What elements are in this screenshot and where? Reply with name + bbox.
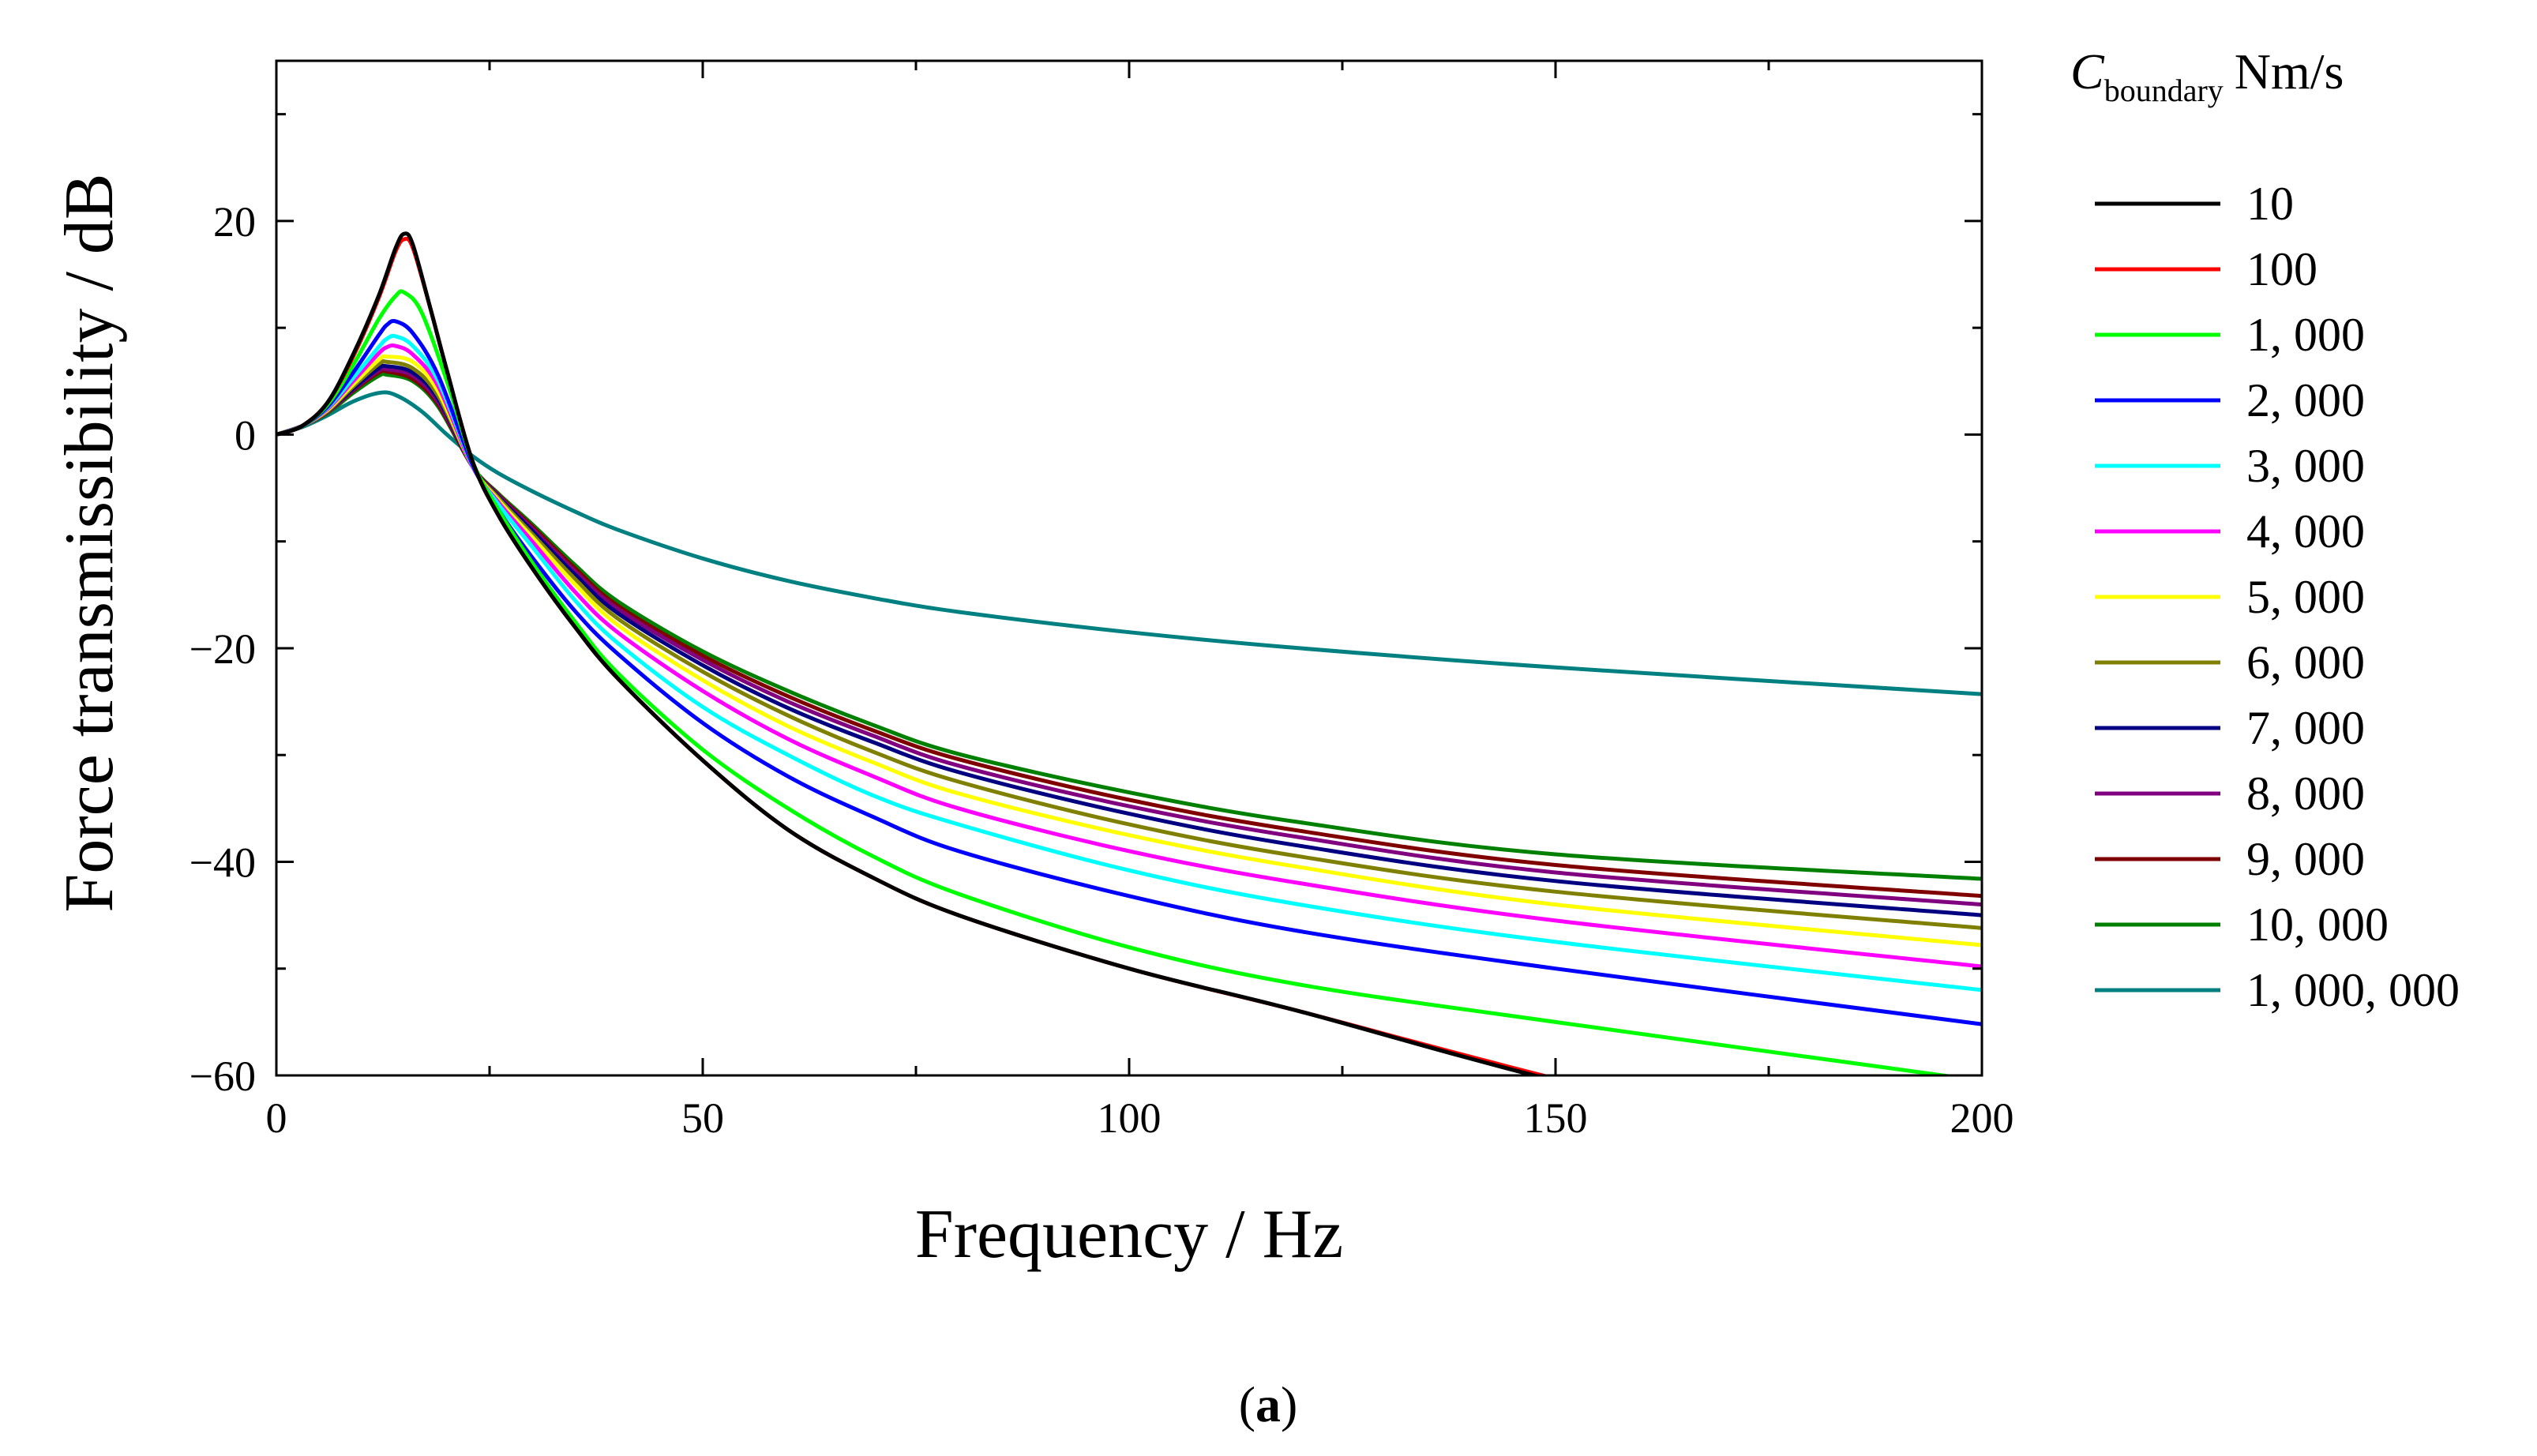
- caption-close: ): [1281, 1376, 1297, 1432]
- y-tick-label: 20: [213, 198, 256, 246]
- legend: Cboundary Nm/s 10 100 1, 000 2, 000 3, 000 4, …: [2070, 43, 2460, 1016]
- y-tick-label: 0: [235, 411, 256, 459]
- series-line-3: [276, 289, 1957, 1075]
- x-tick-label: 200: [1950, 1094, 2014, 1142]
- x-tick-label: 0: [266, 1094, 287, 1142]
- series-line-7: [276, 354, 1982, 948]
- series-line-13: [276, 390, 1982, 696]
- caption-letter: a: [1255, 1376, 1281, 1432]
- x-tick-label: 50: [681, 1094, 724, 1142]
- legend-label: 10, 000: [2246, 899, 2389, 951]
- legend-label: 9, 000: [2246, 833, 2365, 885]
- legend-title-sub: boundary: [2104, 73, 2224, 108]
- series-line-6: [276, 343, 1982, 969]
- y-axis-title: Force transmissibility / dB: [51, 173, 128, 912]
- legend-label: 3, 000: [2246, 440, 2365, 492]
- x-axis-title: Frequency / Hz: [915, 1196, 1343, 1273]
- legend-label: 100: [2246, 243, 2317, 295]
- x-tick-label: 150: [1524, 1094, 1588, 1142]
- legend-label: 4, 000: [2246, 505, 2365, 557]
- legend-label: 2, 000: [2246, 374, 2365, 426]
- plot-lines: [276, 231, 1982, 1075]
- legend-label: 6, 000: [2246, 636, 2365, 689]
- legend-title: Cboundary Nm/s: [2070, 43, 2344, 108]
- series-line-8: [276, 359, 1982, 930]
- series-line-12: [276, 372, 1982, 881]
- legend-title-unit: Nm/s: [2235, 43, 2344, 99]
- legend-items: 10 100 1, 000 2, 000 3, 000 4, 000 5, 000 6, 00…: [2095, 178, 2460, 1016]
- legend-label: 1, 000, 000: [2246, 964, 2460, 1016]
- legend-label: 8, 000: [2246, 767, 2365, 820]
- y-tick-label: −60: [190, 1053, 256, 1100]
- legend-label: 10: [2246, 178, 2294, 230]
- series-line-9: [276, 363, 1982, 918]
- figure-caption: (a): [1239, 1376, 1298, 1432]
- axis-tick-labels: 0 50 100 150 200 −60 −40 −20 0 20: [190, 198, 2014, 1142]
- legend-title-main: C: [2070, 43, 2105, 99]
- series-line-4: [276, 318, 1982, 1026]
- series-line-2: [276, 236, 1551, 1075]
- y-tick-label: −20: [190, 625, 256, 673]
- legend-label: 1, 000: [2246, 309, 2365, 361]
- legend-label: 7, 000: [2246, 702, 2365, 754]
- series-line-10: [276, 366, 1982, 907]
- caption-open: (: [1239, 1376, 1255, 1432]
- series-line-1: [276, 231, 1543, 1075]
- y-tick-label: −40: [190, 839, 256, 886]
- legend-label: 5, 000: [2246, 571, 2365, 623]
- axis-ticks: [275, 61, 1983, 1077]
- series-line-5: [276, 333, 1982, 993]
- x-tick-label: 100: [1098, 1094, 1162, 1142]
